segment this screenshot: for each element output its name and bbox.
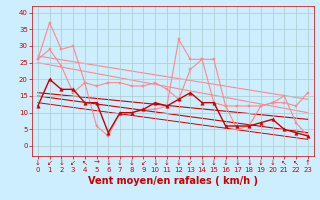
X-axis label: Vent moyen/en rafales ( km/h ): Vent moyen/en rafales ( km/h ) [88, 176, 258, 186]
